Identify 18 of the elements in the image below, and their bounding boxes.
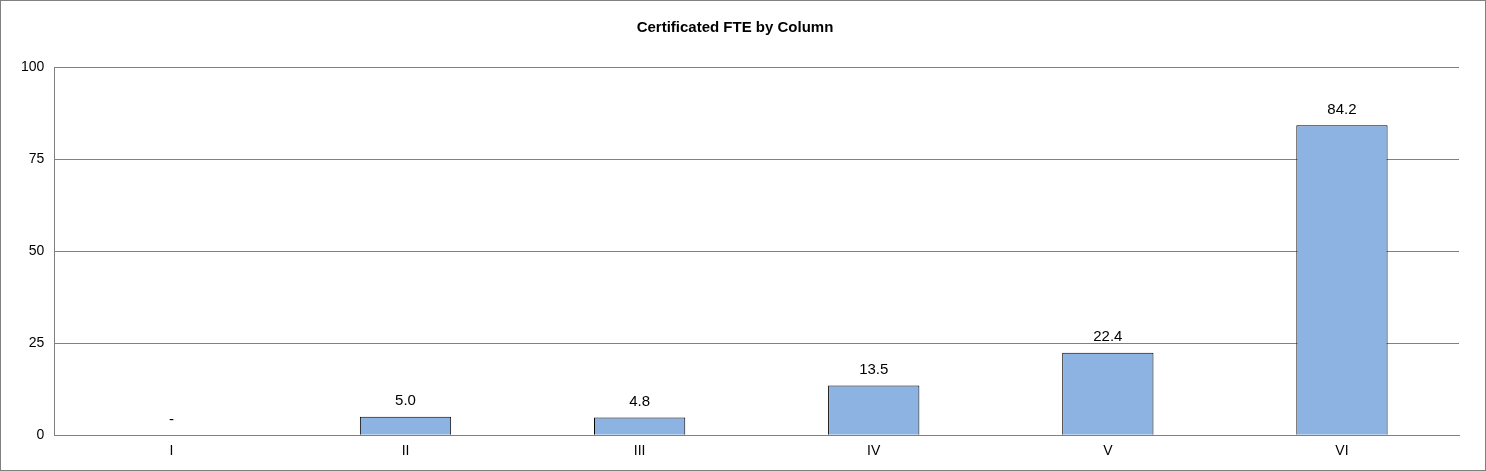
- data-label: -: [168, 409, 174, 427]
- data-label: 5.0: [395, 391, 416, 409]
- x-tick-label: III: [633, 442, 646, 459]
- x-tick-label: VI: [1335, 442, 1349, 459]
- data-label: 22.4: [1093, 327, 1123, 345]
- x-tick-label: II: [401, 442, 410, 459]
- y-tick-label: 75: [28, 149, 45, 166]
- data-label: 13.5: [859, 360, 889, 378]
- y-tick-label: 25: [28, 334, 45, 351]
- y-tick-label: 100: [21, 57, 45, 74]
- x-tick-label: IV: [867, 442, 882, 459]
- chart-title: Certificated FTE by Column: [636, 18, 834, 36]
- data-label: 4.8: [629, 392, 651, 410]
- x-tick-label: I: [169, 442, 174, 459]
- y-tick-label: 0: [36, 426, 45, 443]
- x-tick-label: V: [1103, 442, 1114, 459]
- data-label: 84.2: [1327, 99, 1357, 117]
- y-tick-label: 50: [28, 241, 45, 258]
